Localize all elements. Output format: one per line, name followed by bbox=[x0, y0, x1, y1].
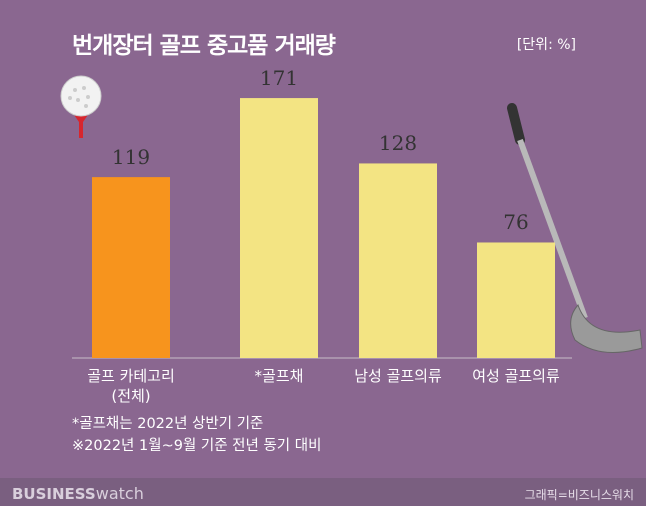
brand-logo: BUSINESSwatch bbox=[12, 484, 144, 503]
chart-title: 번개장터 골프 중고품 거래량 bbox=[72, 33, 336, 59]
bar bbox=[240, 98, 318, 358]
x-tick-label: 골프 카테고리 (전체) bbox=[87, 367, 175, 405]
value-label: 76 bbox=[503, 210, 529, 235]
credit: 그래픽=비즈니스워치 bbox=[524, 488, 634, 502]
golf-club-icon bbox=[507, 103, 643, 353]
footnote: ※2022년 1월~9월 기준 전년 동기 대비 bbox=[72, 438, 322, 454]
value-label: 171 bbox=[259, 66, 299, 91]
footer-bar bbox=[0, 478, 646, 506]
unit-label: [단위: %] bbox=[516, 37, 576, 53]
value-label: 128 bbox=[378, 131, 418, 156]
value-label: 119 bbox=[111, 145, 151, 170]
bar bbox=[477, 242, 555, 358]
bar bbox=[359, 163, 437, 358]
brand-sub: watch bbox=[95, 484, 144, 503]
footnote: *골프채는 2022년 상반기 기준 bbox=[72, 416, 264, 432]
x-tick-label: 남성 골프의류 bbox=[354, 367, 442, 385]
brand: BUSINESS bbox=[12, 485, 96, 503]
bar bbox=[92, 177, 170, 358]
x-tick-label: *골프채 bbox=[254, 367, 304, 385]
x-tick-label: 여성 골프의류 bbox=[472, 367, 560, 385]
golf-ball-icon bbox=[60, 75, 102, 138]
